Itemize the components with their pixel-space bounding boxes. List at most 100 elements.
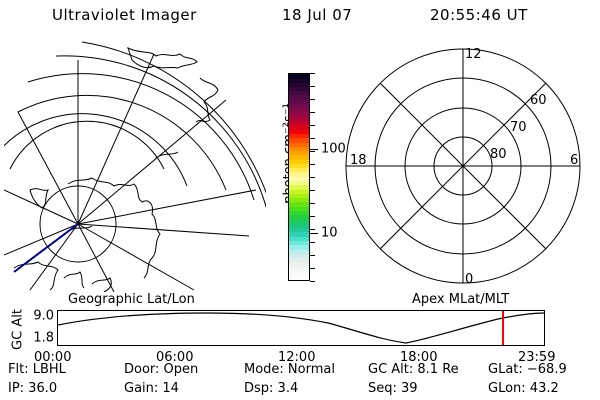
colorbar-swatch xyxy=(289,172,309,177)
status-field: Seq: 39 xyxy=(368,381,418,396)
time-tick-label: 23:59 xyxy=(518,350,556,365)
colorbar-swatch xyxy=(289,163,309,169)
geographic-map-panel[interactable] xyxy=(4,40,266,292)
colorbar-minor-tick xyxy=(310,190,315,191)
colorbar-swatch xyxy=(289,82,309,87)
ground-track-line xyxy=(13,223,79,273)
status-field: GLon: 43.2 xyxy=(488,381,559,396)
colorbar-swatch xyxy=(289,108,309,113)
colorbar-minor-tick xyxy=(310,216,315,217)
colorbar-swatch xyxy=(289,99,309,104)
colorbar-swatch xyxy=(289,249,309,254)
colorbar-minor-tick xyxy=(310,281,315,282)
colorbar-major-tick xyxy=(310,148,318,150)
colorbar-swatch xyxy=(289,236,309,241)
colorbar-swatch xyxy=(289,215,309,220)
status-field: Mode: Normal xyxy=(244,362,335,377)
colorbar-swatch xyxy=(289,228,309,233)
colorbar-swatch xyxy=(289,211,309,216)
coastline-outline xyxy=(13,47,219,292)
colorbar-swatch xyxy=(289,103,309,109)
colorbar-swatch xyxy=(289,219,309,224)
colorbar-swatch xyxy=(289,74,309,79)
time-tick-label: 12:00 xyxy=(278,350,316,365)
colorbar-minor-tick xyxy=(310,86,315,87)
mlt-dial-graphic: 12 6 0 18 60 70 80 xyxy=(345,47,581,287)
colorbar-swatch xyxy=(289,95,309,100)
colorbar-swatch xyxy=(289,86,309,92)
mlt-dial-labels: 12 6 0 18 60 70 80 xyxy=(350,47,578,287)
colorbar-swatch xyxy=(289,189,309,194)
colorbar-minor-tick xyxy=(310,255,315,256)
colorbar-minor-tick xyxy=(310,203,315,204)
colorbar-swatch xyxy=(289,206,309,211)
colorbar-minor-tick xyxy=(310,112,315,113)
status-field: Door: Open xyxy=(124,362,199,377)
colorbar-swatch xyxy=(289,151,309,156)
mlt-label-18: 18 xyxy=(350,153,367,168)
colorbar-swatch xyxy=(289,258,309,263)
colorbar-swatch xyxy=(289,125,309,130)
caption-geographic: Geographic Lat/Lon xyxy=(68,292,195,307)
colorbar-minor-tick xyxy=(310,177,315,178)
colorbar-swatch xyxy=(289,155,309,160)
colorbar-swatch xyxy=(289,253,309,259)
time-tick-label: 18:00 xyxy=(400,350,438,365)
geographic-map-graphic xyxy=(4,41,266,292)
colorbar-swatch xyxy=(289,198,309,203)
colorbar-swatch xyxy=(289,138,309,143)
colorbar-swatch xyxy=(289,112,309,117)
colorbar-tick-label: 10 xyxy=(321,225,338,241)
status-field: Gain: 14 xyxy=(124,381,179,396)
colorbar-swatch xyxy=(289,202,309,207)
mlt-label-6: 6 xyxy=(570,153,578,168)
latitude-ring-label-60: 60 xyxy=(530,93,547,108)
instrument-title: Ultraviolet Imager xyxy=(52,6,197,24)
colorbar-tick-label: 100 xyxy=(321,141,346,157)
status-field: Flt: LBHL xyxy=(8,362,66,377)
altitude-ytick-label: 1.8 xyxy=(33,330,54,346)
colorbar-minor-tick xyxy=(310,164,315,165)
altitude-time-strip[interactable]: GC Alt 9.0 1.8 00:00 06:00 12:00 18:00 23:59 xyxy=(0,308,600,366)
colorbar-swatch xyxy=(289,133,309,139)
colorbar-swatch xyxy=(289,185,309,190)
colorbar-swatch xyxy=(289,266,309,271)
colorbar-gradient xyxy=(288,73,310,281)
colorbar-swatch xyxy=(289,78,309,83)
colorbar-swatch xyxy=(289,270,309,276)
colorbar-swatch xyxy=(289,91,309,96)
colorbar-swatch xyxy=(289,223,309,229)
altitude-curve-graphic xyxy=(58,311,544,345)
status-field: Dsp: 3.4 xyxy=(244,381,299,396)
colorbar-swatch xyxy=(289,275,309,280)
colorbar-major-tick xyxy=(310,232,318,234)
caption-apex: Apex MLat/MLT xyxy=(412,292,510,307)
time-tick-label: 06:00 xyxy=(156,350,194,365)
colorbar-minor-tick xyxy=(310,242,315,243)
status-field: GLat: −68.9 xyxy=(488,362,567,377)
colorbar-swatch xyxy=(289,176,309,182)
colorbar-minor-tick xyxy=(310,268,315,269)
colorbar-swatch xyxy=(289,262,309,267)
time-axis-ticks: 00:00 06:00 12:00 18:00 23:59 xyxy=(0,350,600,368)
colorbar-minor-tick xyxy=(310,138,315,139)
colorbar-minor-tick xyxy=(310,73,315,74)
latitude-ring-label-80: 80 xyxy=(490,147,507,162)
colorbar-swatch xyxy=(289,240,309,246)
colorbar-swatch xyxy=(289,193,309,199)
colorbar-swatch xyxy=(289,181,309,186)
observation-date: 18 Jul 07 xyxy=(282,6,353,24)
colorbar-swatch xyxy=(289,116,309,122)
status-field: GC Alt: 8.1 Re xyxy=(368,362,459,377)
colorbar-minor-tick xyxy=(310,151,315,152)
latitude-ring-label-70: 70 xyxy=(510,120,527,135)
status-field: IP: 36.0 xyxy=(8,381,58,396)
status-bar: Flt: LBHL Door: Open Mode: Normal GC Alt: 8… xyxy=(0,362,600,400)
apex-mlt-dial-panel[interactable]: 12 6 0 18 60 70 80 xyxy=(332,40,594,292)
altitude-plot-box[interactable] xyxy=(57,310,545,346)
colorbar-swatch xyxy=(289,129,309,134)
time-tick-label: 00:00 xyxy=(34,350,72,365)
colorbar-swatch xyxy=(289,121,309,126)
mlt-label-0: 0 xyxy=(465,272,473,287)
